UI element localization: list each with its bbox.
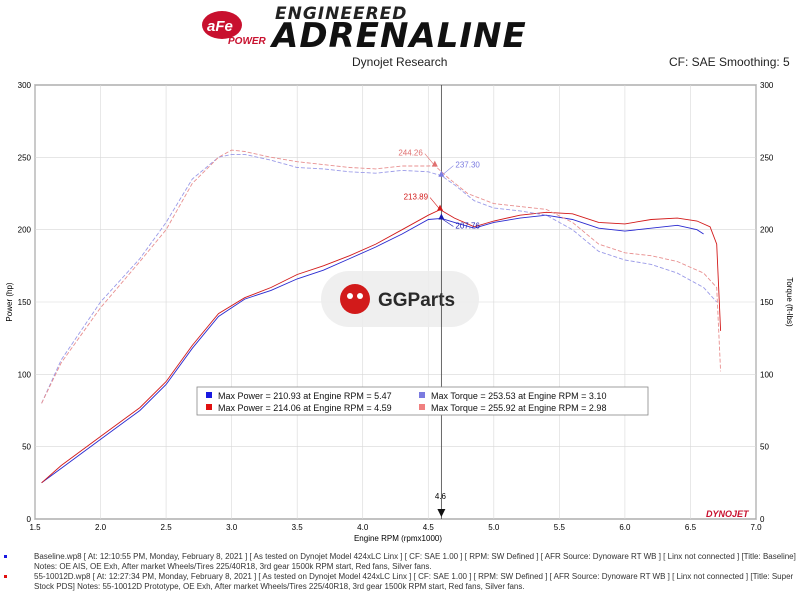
legend-label: Max Power = 210.93 at Engine RPM = 5.47 [218, 391, 392, 401]
y-tick-label-left: 300 [18, 81, 32, 90]
cursor-label: 4.6 [435, 492, 447, 501]
annotation-leader [441, 165, 454, 176]
y-tick-labels-right: 0 50 100 150 200 250 300 [760, 81, 774, 524]
legend-label: Max Torque = 255.92 at Engine RPM = 2.98 [431, 403, 606, 413]
legend-swatch [206, 392, 212, 398]
y-tick-label-left: 100 [18, 370, 32, 379]
run-2-dot [4, 575, 7, 578]
brand-main-text: ADRENALINE [272, 16, 527, 56]
y-tick-label-right: 300 [760, 81, 774, 90]
legend-box [196, 386, 649, 416]
afe-logo: aFe POWER [202, 11, 267, 47]
dynojet-mark: DYNOJET [706, 509, 750, 519]
y-tick-label-left: 0 [27, 515, 32, 524]
y-tick-label-right: 200 [760, 226, 774, 235]
annotation-leader [441, 218, 454, 227]
annotation-label: 207.76 [455, 221, 480, 230]
annotation-leader [424, 153, 436, 166]
series-line-1 [41, 214, 704, 484]
header: aFe POWER ENGINEERED ADRENALINE Dynojet … [0, 0, 800, 80]
annotation-label: 237.30 [455, 161, 480, 170]
y-tick-label-right: 150 [760, 298, 774, 307]
footer-line-2: 55-10012D.wp8 [ At: 12:27:34 PM, Monday,… [34, 572, 794, 591]
annotation-marker [438, 213, 445, 220]
source-text: Dynojet Research [352, 55, 448, 69]
legend-swatch [419, 404, 425, 410]
run-1-dot [4, 555, 7, 558]
watermark-badge [321, 271, 479, 327]
legend-label: Max Torque = 253.53 at Engine RPM = 3.10 [431, 391, 606, 401]
y-axis-label-left: Power (hp) [5, 282, 14, 321]
annotation-marker [431, 160, 438, 167]
brand-top-text: ENGINEERED [275, 4, 408, 24]
ggparts-watermark: GGParts [321, 271, 479, 327]
y-tick-label-right: 50 [760, 443, 769, 452]
annotation-leader [429, 197, 441, 210]
logo-text: aFe [207, 18, 233, 35]
footer-run-1: Baseline.wp8 [ At: 12:10:55 PM, Monday, … [4, 552, 796, 572]
legend: Max Power = 210.93 at Engine RPM = 5.47 M… [196, 386, 649, 416]
watermark-icon-eye-right [357, 293, 363, 299]
y-tick-label-left: 50 [22, 443, 31, 452]
rpm-cursor: 4.6 [435, 85, 447, 519]
annotation-marker [438, 170, 445, 177]
annotation-label: 213.89 [404, 193, 429, 202]
y-tick-labels-left: 0 50 100 150 200 250 300 [18, 81, 32, 524]
x-tick-label: 4.0 [357, 523, 369, 532]
footer-line-1: Baseline.wp8 [ At: 12:10:55 PM, Monday, … [34, 552, 796, 571]
x-tick-label: 2.0 [95, 523, 107, 532]
y-tick-label-right: 0 [760, 515, 765, 524]
series-line-3 [41, 153, 718, 404]
footer-run-2: 55-10012D.wp8 [ At: 12:27:34 PM, Monday,… [4, 572, 796, 592]
legend-label: Max Power = 214.06 at Engine RPM = 4.59 [218, 403, 392, 413]
legend-swatch [419, 392, 425, 398]
x-tick-label: 6.5 [685, 523, 697, 532]
x-tick-label: 5.0 [488, 523, 500, 532]
legend-swatch [206, 404, 212, 410]
annotation-label: 244.26 [398, 149, 423, 158]
peak-annotations: 244.26 237.30 213.89 207.76 [398, 149, 480, 231]
logo-subtext: POWER [228, 36, 267, 47]
annotation-marker [437, 204, 444, 211]
y-tick-label-left: 200 [18, 226, 32, 235]
y-tick-label-left: 150 [18, 298, 32, 307]
settings-text: CF: SAE Smoothing: 5 [669, 55, 790, 69]
x-tick-label: 5.5 [554, 523, 566, 532]
watermark-text: GGParts [378, 290, 455, 311]
x-tick-label: 2.5 [161, 523, 173, 532]
series-line-4 [41, 149, 722, 404]
y-tick-label-right: 100 [760, 370, 774, 379]
x-tick-labels: 1.5 2.0 2.5 3.0 3.5 4.0 4.5 5.0 5.5 6.0 6.5 7.0 [29, 523, 762, 532]
x-tick-label: 7.0 [750, 523, 762, 532]
x-tick-label: 3.5 [292, 523, 304, 532]
watermark-icon-eye-left [347, 293, 353, 299]
y-axis-label-right: Torque (ft-lbs) [785, 277, 794, 327]
y-tick-label-right: 250 [760, 153, 774, 162]
x-tick-label: 6.0 [619, 523, 631, 532]
watermark-icon [340, 284, 370, 314]
cursor-marker [437, 509, 446, 517]
y-tick-label-left: 250 [18, 153, 32, 162]
x-tick-label: 1.5 [29, 523, 41, 532]
x-tick-label: 4.5 [423, 523, 435, 532]
series-line-2 [41, 209, 722, 484]
x-tick-label: 3.0 [226, 523, 238, 532]
series-lines [41, 149, 722, 484]
x-axis-label: Engine RPM (rpmx1000) [354, 534, 442, 543]
